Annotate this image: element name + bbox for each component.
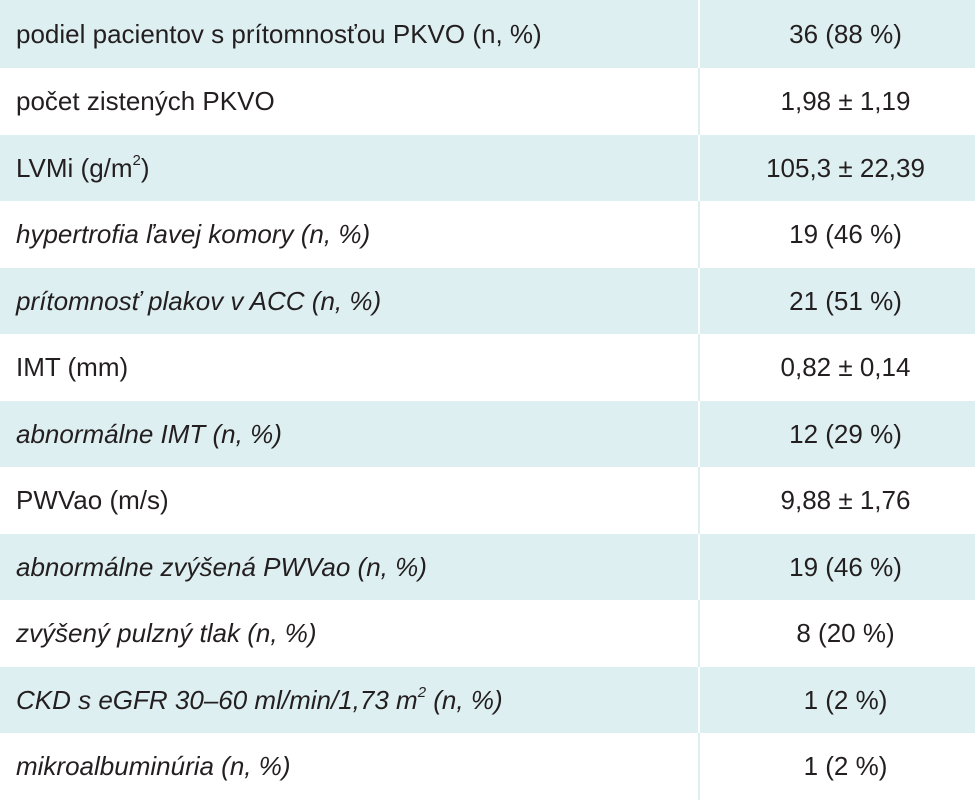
row-value: 9,88 ± 1,76 (780, 485, 911, 516)
row-label: IMT (mm) (0, 334, 700, 401)
row-value: 36 (88 %) (789, 19, 902, 49)
row-label: počet zistených PKVO (0, 68, 700, 135)
row-label: prítomnosť plakov v ACC (n, %) (0, 267, 700, 334)
table-row: PWVao (m/s) 9,88 ± 1,76 (0, 467, 975, 534)
row-label-text: CKD s eGFR 30–60 ml/min/1,73 m (16, 684, 418, 715)
row-label-text: LVMi (g/m (16, 152, 133, 183)
row-value: 8 (20 %) (796, 618, 895, 649)
table-row: počet zistených PKVO 1,98 ± 1,19 (0, 68, 975, 135)
row-value: 1 (2 %) (803, 751, 888, 782)
row-label-suffix: (n, %) (426, 684, 503, 715)
table-row: LVMi (g/m2) 105,3 ± 22,39 (0, 134, 975, 201)
row-label: abnormálne IMT (n, %) (0, 400, 700, 467)
row-value: 1,98 ± 1,19 (780, 86, 911, 117)
row-label-suffix: ) (140, 152, 150, 183)
table-row: hypertrofia ľavej komory (n, %) 19 (46 %… (0, 201, 975, 268)
row-value: 105,3 ± 22,39 (766, 152, 925, 183)
table-row: IMT (mm) 0,82 ± 0,14 (0, 334, 975, 401)
row-label: abnormálne zvýšená PWVao (n, %) (0, 533, 700, 600)
row-label: zvýšený pulzný tlak (n, %) (0, 600, 700, 667)
table-row: prítomnosť plakov v ACC (n, %) 21 (51 %) (0, 267, 975, 334)
row-label: podiel pacientov s prítomnosťou PKVO (n,… (0, 0, 700, 68)
row-value: 1 (2 %) (803, 684, 888, 715)
table-row: abnormálne IMT (n, %) 12 (29 %) (0, 400, 975, 467)
row-value: 12 (29 %) (789, 418, 902, 449)
row-label-superscript: 2 (132, 152, 141, 170)
row-label: hypertrofia ľavej komory (n, %) (0, 201, 700, 268)
row-value: 0,82 ± 0,14 (780, 352, 911, 383)
row-label: LVMi (g/m2) (0, 134, 700, 201)
row-label: mikroalbuminúria (n, %) (0, 733, 700, 800)
row-value: 19 (46 %) (789, 219, 902, 250)
row-value: 19 (46 %) (789, 551, 902, 582)
row-label: PWVao (m/s) (0, 467, 700, 534)
table-row: CKD s eGFR 30–60 ml/min/1,73 m2 (n, %) 1… (0, 666, 975, 733)
table-row: podiel pacientov s prítomnosťou PKVO (n,… (0, 0, 975, 68)
table-row: mikroalbuminúria (n, %) 1 (2 %) (0, 733, 975, 800)
table-row: abnormálne zvýšená PWVao (n, %) 19 (46 %… (0, 533, 975, 600)
row-label-superscript: 2 (417, 684, 427, 702)
row-label: CKD s eGFR 30–60 ml/min/1,73 m2 (n, %) (0, 666, 700, 733)
table-row: zvýšený pulzný tlak (n, %) 8 (20 %) (0, 600, 975, 667)
row-value: 21 (51 %) (789, 285, 902, 316)
